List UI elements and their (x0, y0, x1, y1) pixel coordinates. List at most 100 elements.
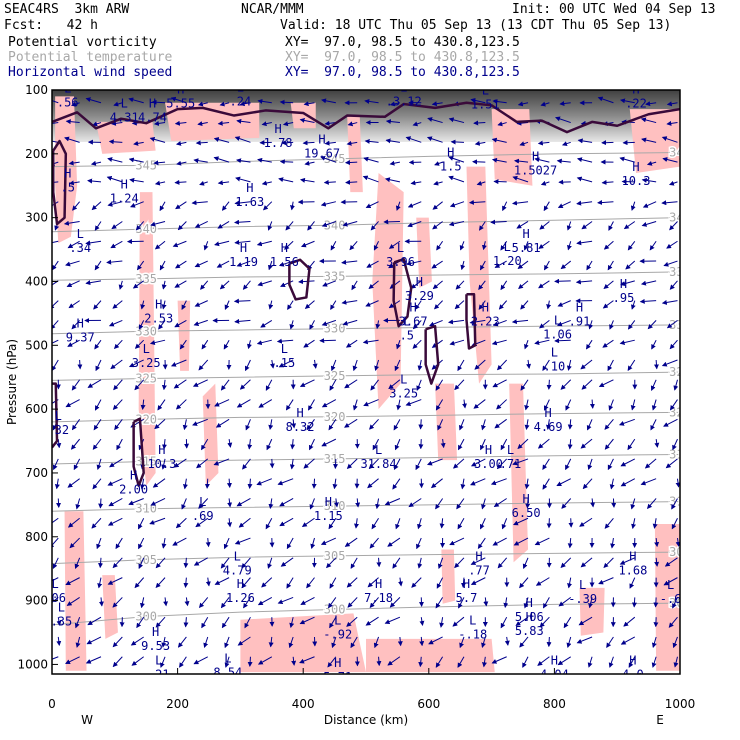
wind-arrow (543, 201, 550, 212)
wind-arrow (428, 636, 443, 645)
wind-arrow (470, 458, 486, 467)
wind-arrow (387, 656, 401, 666)
extremum-letter: H (130, 468, 137, 482)
extremum-letter: H (629, 549, 636, 563)
wind-arrow (603, 240, 614, 250)
wind-arrow (625, 260, 636, 270)
wind-arrow (663, 577, 678, 586)
wind-arrow (410, 180, 422, 186)
wind-arrow (512, 200, 529, 206)
wind-arrow (478, 280, 486, 291)
extremum-letter: H (121, 177, 128, 191)
wind-arrow (663, 260, 678, 267)
wind-arrow (641, 137, 657, 143)
wind-arrow (52, 359, 59, 372)
wind-arrow (439, 617, 445, 628)
wind-arrow (309, 498, 315, 510)
wind-arrow (385, 138, 400, 144)
wind-arrow (286, 577, 294, 589)
extremum-value: .15 (274, 356, 296, 370)
x-tick-label: 400 (292, 697, 315, 711)
isentrope-label: 325 (669, 365, 691, 379)
wind-arrow (429, 319, 443, 327)
wind-arrow (666, 120, 678, 126)
extremum-value: .32 (47, 423, 69, 437)
wind-arrow (524, 399, 530, 411)
wind-arrow (490, 478, 507, 486)
wind-arrow (560, 557, 572, 568)
extremum-letter: H (545, 406, 552, 420)
extremum-letter: L (237, 80, 244, 94)
wind-arrow (492, 537, 507, 546)
wind-arrow (435, 597, 444, 609)
wind-arrow (321, 319, 337, 326)
extremum-value: 5.7 (456, 591, 478, 605)
wind-arrow (258, 399, 273, 408)
wind-arrow (366, 260, 379, 268)
wind-arrow (346, 616, 358, 627)
extremum-letter: H (318, 133, 325, 147)
wind-arrow (561, 498, 572, 509)
wind-arrow (497, 557, 508, 569)
wind-arrow (266, 438, 273, 451)
wind-arrow (98, 597, 104, 607)
wind-arrow (236, 260, 251, 267)
wind-arrow (474, 359, 486, 370)
wind-arrow (517, 101, 529, 107)
wind-arrow (65, 577, 80, 586)
y-tick-label: 200 (25, 147, 48, 161)
wind-arrow (154, 418, 166, 430)
wind-arrow (197, 101, 208, 107)
wind-arrow (673, 379, 679, 391)
wind-arrow (66, 596, 80, 606)
isentrope-label: 340 (324, 218, 346, 232)
wind-arrow (431, 101, 443, 107)
wind-arrow (112, 656, 123, 668)
wind-arrow (490, 219, 507, 225)
wind-arrow (308, 399, 315, 411)
pv-contour (132, 417, 145, 487)
wind-arrow (411, 577, 422, 588)
wind-arrow (159, 201, 166, 212)
wind-arrow (500, 438, 508, 451)
wind-arrow (183, 577, 189, 588)
wind-arrow (408, 498, 422, 508)
wind-arrow (432, 221, 443, 230)
wind-arrow (449, 537, 465, 546)
wind-arrow (243, 597, 251, 609)
wind-arrow (407, 221, 422, 228)
wind-arrow (469, 319, 486, 325)
wind-arrow (369, 597, 379, 609)
wind-arrow (412, 121, 422, 127)
wind-arrow (405, 136, 422, 143)
wind-arrow (368, 280, 379, 289)
pv-contours (52, 101, 680, 487)
wind-arrow (72, 201, 81, 211)
extremum-value: 9.37 (66, 331, 95, 345)
isentrope-label: 330 (324, 322, 346, 336)
wind-arrow (650, 379, 657, 391)
wind-arrow (589, 399, 595, 409)
wind-arrow (278, 177, 294, 183)
extremum-value: 4.0 (622, 668, 644, 682)
wind-arrow (627, 438, 636, 451)
wind-arrow (247, 656, 253, 667)
wind-arrow (263, 201, 273, 211)
wind-arrow (321, 98, 336, 104)
wind-arrow (652, 518, 658, 529)
wind-arrow (286, 537, 294, 550)
wind-arrow (459, 241, 465, 251)
extremum-letter: H (325, 495, 332, 509)
extremum-value: .95 (613, 291, 635, 305)
wind-arrow (193, 158, 208, 164)
wind-arrow (426, 136, 443, 143)
extremum-value: .10 (544, 359, 566, 373)
wind-arrow (175, 260, 187, 269)
wind-arrow (234, 537, 251, 545)
wind-arrow (265, 379, 273, 391)
isentrope-line (52, 371, 680, 381)
wind-arrow (567, 241, 572, 251)
wind-arrow (329, 379, 337, 391)
isentrope-label: 345 (669, 146, 691, 160)
